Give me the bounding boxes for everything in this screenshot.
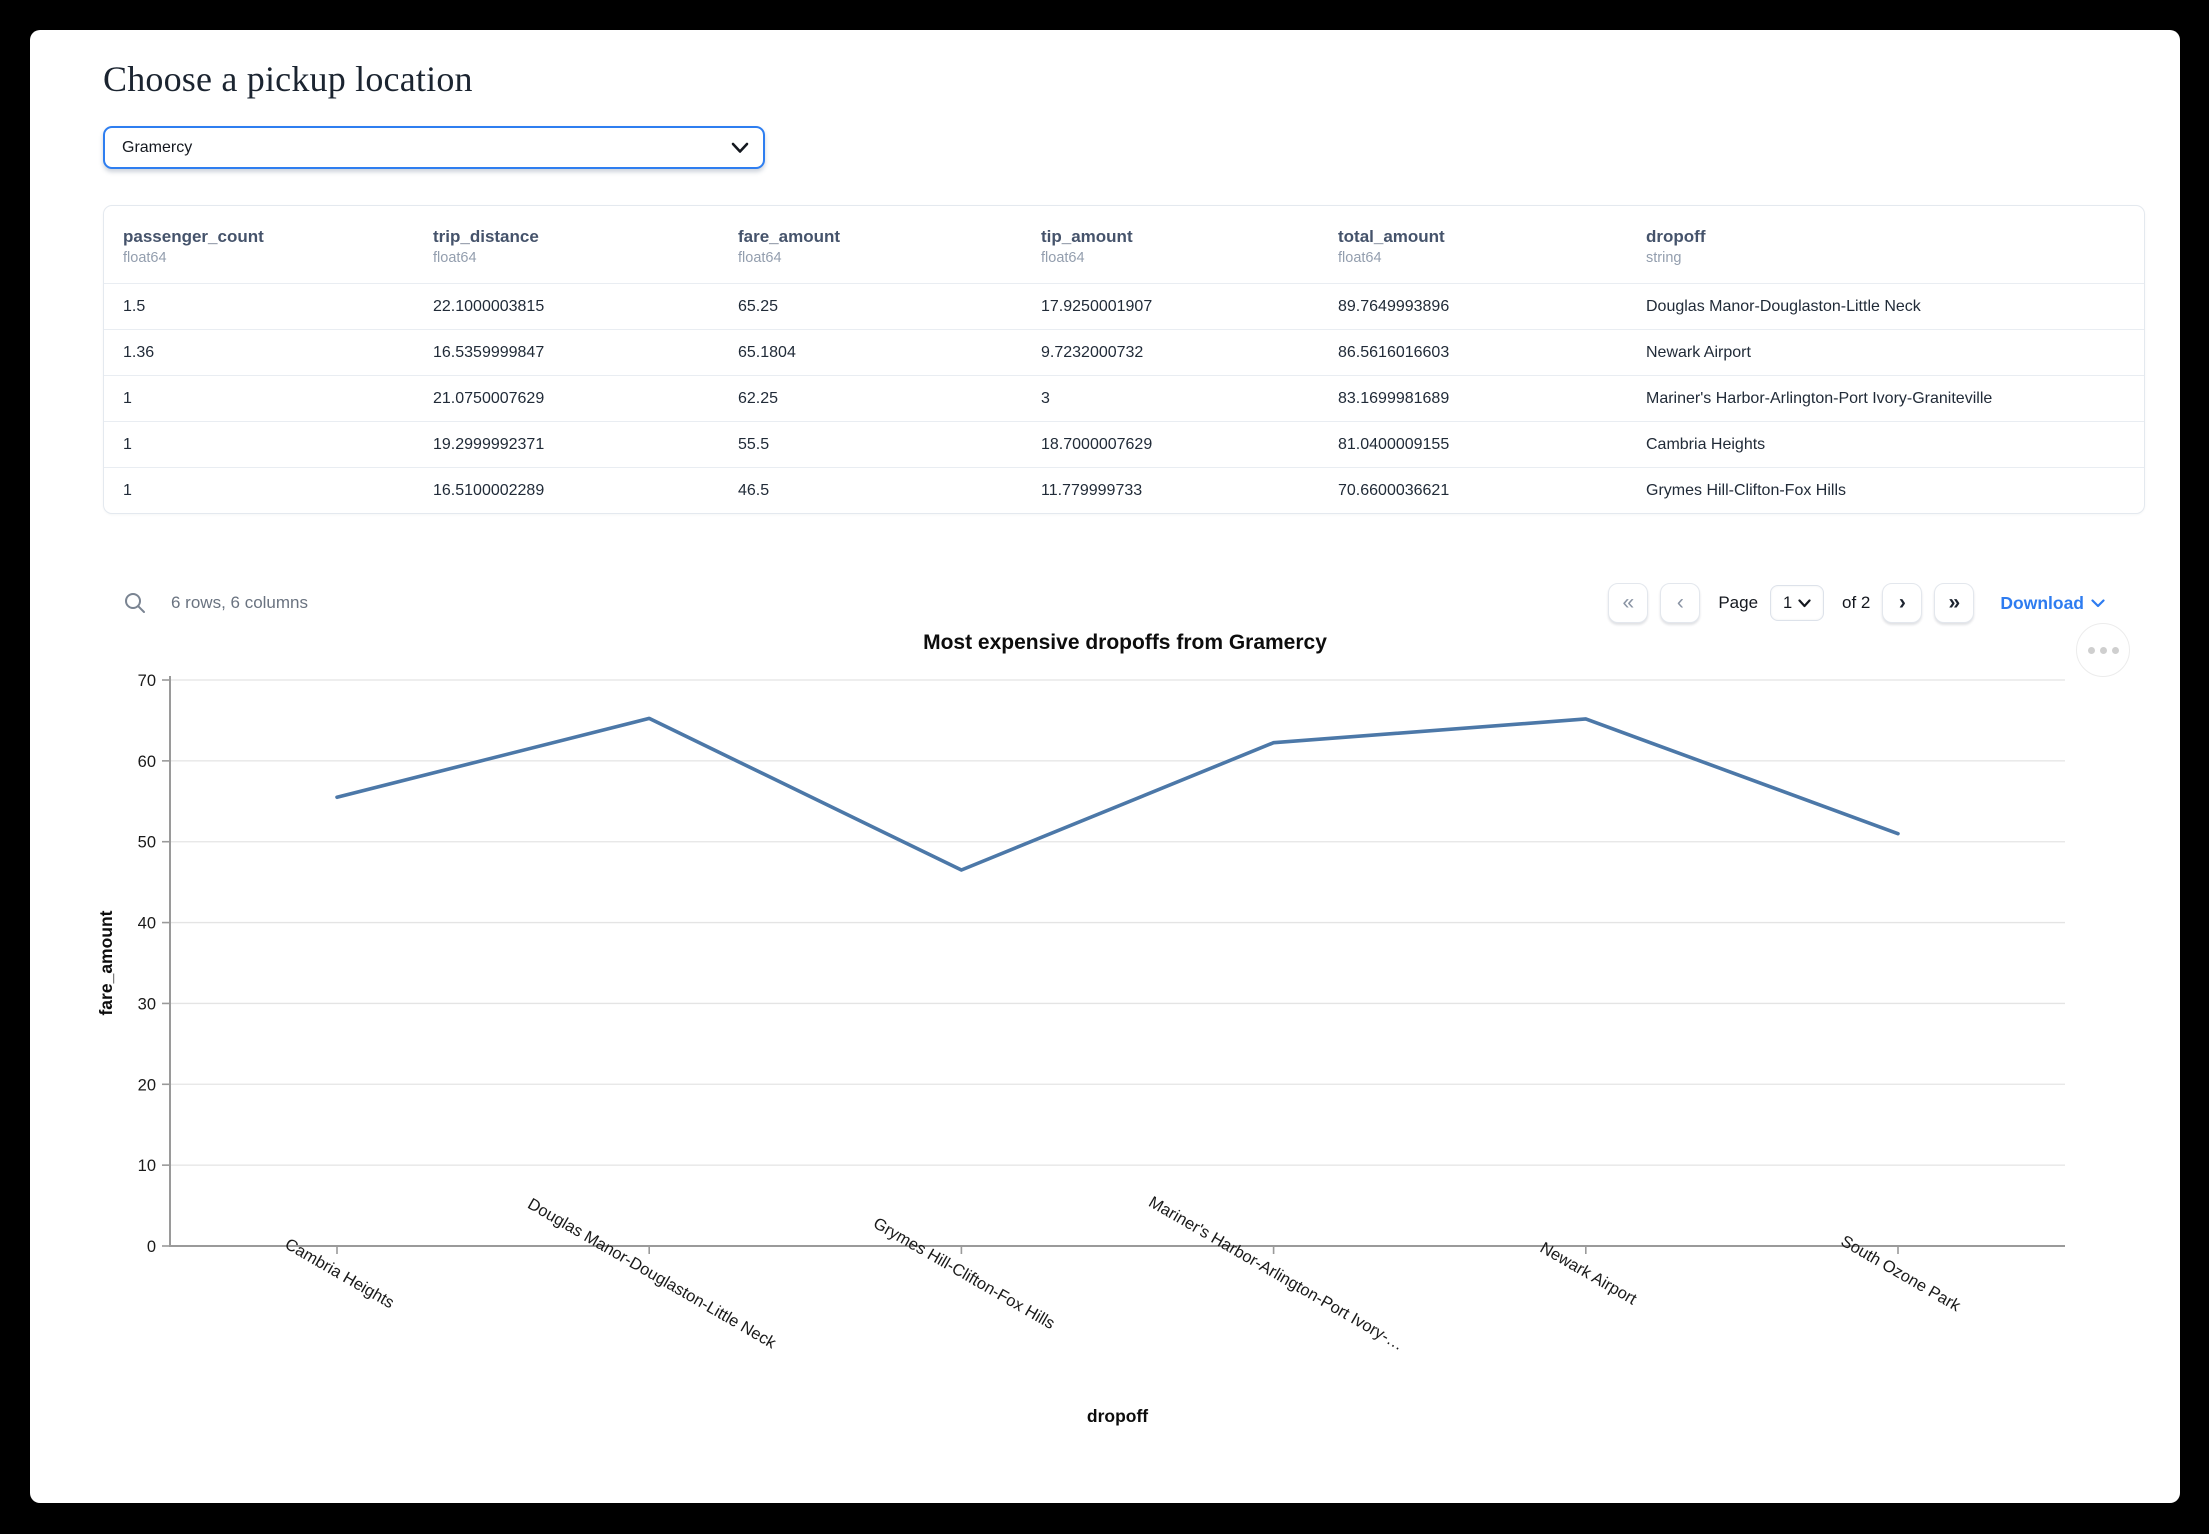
table-cell: 16.5100002289 [433,481,545,499]
pickup-location-value: Gramercy [122,138,193,156]
prev-page-button[interactable]: ‹ [1660,583,1701,623]
download-label: Download [2000,592,2084,613]
svg-text:Mariner's Harbor-Arlington-Por: Mariner's Harbor-Arlington-Port Ivory-… [1146,1193,1407,1354]
table-cell: 16.5359999847 [433,343,545,361]
svg-text:dropoff: dropoff [1087,1406,1148,1426]
svg-text:30: 30 [138,995,156,1013]
svg-text:Grymes Hill-Clifton-Fox Hills: Grymes Hill-Clifton-Fox Hills [870,1214,1058,1333]
column-header-fare_amount[interactable]: fare_amount float64 [738,227,841,266]
page-total-label: of 2 [1842,593,1871,612]
table-footer: 6 rows, 6 columns « ‹ Page 1 of 2 › » Do… [103,580,2145,626]
page-select-value: 1 [1783,593,1793,612]
table-cell: 62.25 [738,389,779,407]
svg-text:50: 50 [138,834,156,852]
table-cell: 1 [123,435,132,453]
table-row: 1 21.0750007629 62.25 3 83.1699981689 Mariner… [104,375,2144,421]
chart-menu-button[interactable] [2076,623,2130,677]
table-row: 1.5 22.1000003815 65.25 17.9250001907 89.764… [104,283,2144,329]
chevron-down-icon [2091,598,2105,607]
pickup-location-select[interactable]: Gramercy [103,126,765,169]
svg-text:20: 20 [138,1076,156,1094]
column-header-tip_amount[interactable]: tip_amount float64 [1041,227,1133,266]
table-cell: Newark Airport [1646,343,1751,361]
column-header-passenger_count[interactable]: passenger_count float64 [123,227,264,266]
table-cell: Grymes Hill-Clifton-Fox Hills [1646,481,1847,499]
svg-text:Newark Airport: Newark Airport [1537,1239,1640,1309]
table-cell: 55.5 [738,435,770,453]
svg-text:70: 70 [138,672,156,690]
chart-title: Most expensive dropoffs from Gramercy [923,631,1327,654]
next-page-button[interactable]: › [1882,583,1923,623]
svg-text:60: 60 [138,753,156,771]
data-table: passenger_count float64 trip_distance float… [103,205,2145,514]
page-title: Choose a pickup location [103,59,473,99]
table-row: 1.36 16.5359999847 65.1804 9.7232000732 86.5… [104,329,2144,375]
table-body: 1.5 22.1000003815 65.25 17.9250001907 89.764… [104,283,2144,513]
table-cell: 22.1000003815 [433,297,545,315]
ellipsis-icon [2087,646,2095,654]
svg-text:South Ozone Park: South Ozone Park [1838,1232,1964,1315]
svg-text:Douglas Manor-Douglaston-Littl: Douglas Manor-Douglaston-Little Neck [524,1195,779,1353]
svg-text:fare_amount: fare_amount [96,910,116,1015]
chevron-down-icon [1798,598,1811,607]
table-cell: 70.6600036621 [1338,481,1450,499]
table-cell: 86.5616016603 [1338,343,1450,361]
table-cell: 1 [123,389,132,407]
column-header-total_amount[interactable]: total_amount float64 [1338,227,1445,266]
table-cell: 11.779999733 [1041,481,1143,499]
table-cell: 21.0750007629 [433,389,545,407]
table-cell: Cambria Heights [1646,435,1766,453]
table-cell: 81.0400009155 [1338,435,1450,453]
table-cell: 65.25 [738,297,779,315]
table-cell: 89.7649993896 [1338,297,1450,315]
row-count-label: 6 rows, 6 columns [171,593,308,612]
pagination: « ‹ Page 1 of 2 › » Download [1608,583,2105,623]
table-cell: 17.9250001907 [1041,297,1153,315]
chevron-down-icon [731,142,749,153]
table-cell: 46.5 [738,481,770,499]
table-header-row: passenger_count float64 trip_distance float… [104,206,2144,283]
svg-text:10: 10 [138,1157,156,1175]
table-cell: 65.1804 [738,343,796,361]
table-cell: 18.7000007629 [1041,435,1153,453]
first-page-button[interactable]: « [1608,583,1649,623]
app-card: Choose a pickup location Gramercy passen… [30,30,2180,1503]
table-cell: 9.7232000732 [1041,343,1144,361]
page-select[interactable]: 1 [1770,585,1825,621]
download-button[interactable]: Download [2000,593,2105,614]
table-cell: 1.36 [123,343,155,361]
table-cell: Mariner's Harbor-Arlington-Port Ivory-Gr… [1646,389,1993,407]
svg-text:0: 0 [147,1238,156,1256]
table-row: 1 16.5100002289 46.5 11.779999733 70.6600036… [104,467,2144,513]
table-cell: 1 [123,481,132,499]
table-cell: 1.5 [123,297,146,315]
page-label: Page [1718,593,1759,612]
search-icon[interactable] [123,590,149,616]
last-page-button[interactable]: » [1934,583,1975,623]
table-cell: 19.2999992371 [433,435,545,453]
table-cell: 3 [1041,389,1050,407]
column-header-trip_distance[interactable]: trip_distance float64 [433,227,539,266]
table-row: 1 19.2999992371 55.5 18.7000007629 81.040000… [104,421,2144,467]
table-cell: 83.1699981689 [1338,389,1450,407]
column-header-dropoff[interactable]: dropoff string [1646,227,1706,266]
svg-text:40: 40 [138,915,156,933]
table-cell: Douglas Manor-Douglaston-Little Neck [1646,297,1921,315]
